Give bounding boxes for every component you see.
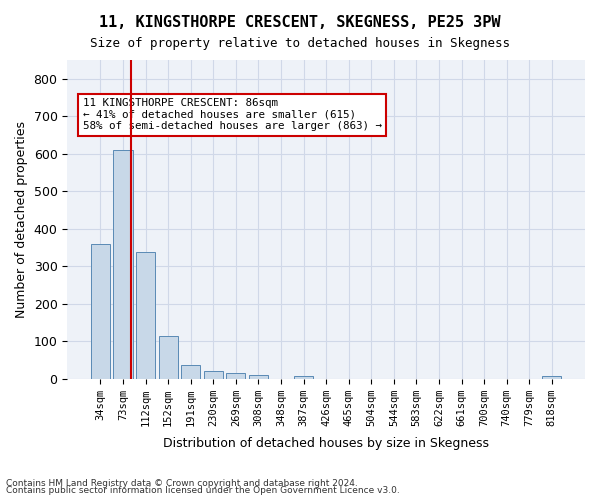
Bar xyxy=(113,150,133,378)
Text: Size of property relative to detached houses in Skegness: Size of property relative to detached ho… xyxy=(90,38,510,51)
X-axis label: Distribution of detached houses by size in Skegness: Distribution of detached houses by size … xyxy=(163,437,489,450)
Bar xyxy=(136,252,155,378)
Bar xyxy=(158,336,178,378)
Text: 11, KINGSTHORPE CRESCENT, SKEGNESS, PE25 3PW: 11, KINGSTHORPE CRESCENT, SKEGNESS, PE25… xyxy=(99,15,501,30)
Bar xyxy=(226,373,245,378)
Bar xyxy=(294,376,313,378)
Text: Contains public sector information licensed under the Open Government Licence v3: Contains public sector information licen… xyxy=(6,486,400,495)
Bar xyxy=(203,371,223,378)
Bar xyxy=(91,244,110,378)
Bar xyxy=(542,376,562,378)
Y-axis label: Number of detached properties: Number of detached properties xyxy=(15,121,28,318)
Bar xyxy=(181,365,200,378)
Bar xyxy=(249,375,268,378)
Text: Contains HM Land Registry data © Crown copyright and database right 2024.: Contains HM Land Registry data © Crown c… xyxy=(6,478,358,488)
Text: 11 KINGSTHORPE CRESCENT: 86sqm
← 41% of detached houses are smaller (615)
58% of: 11 KINGSTHORPE CRESCENT: 86sqm ← 41% of … xyxy=(83,98,382,132)
